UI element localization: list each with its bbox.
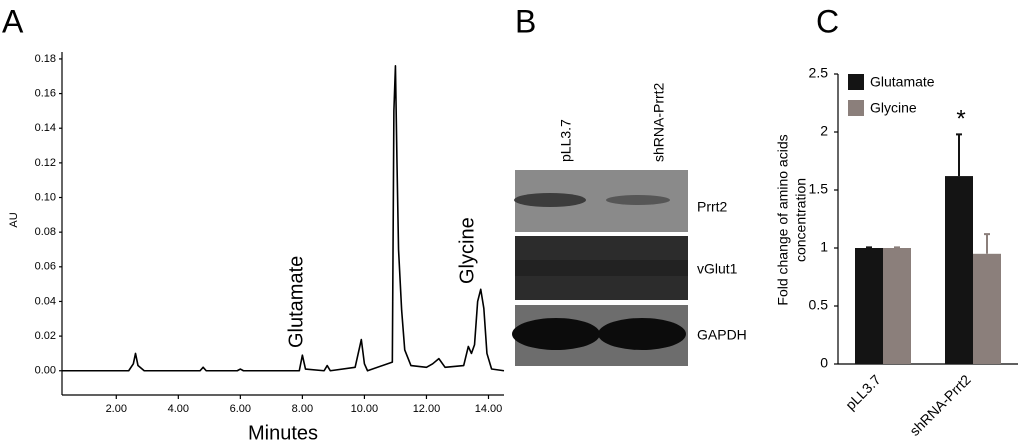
x-tick-label: 10.00 [351,403,379,415]
row-label: Prrt2 [697,199,728,215]
bar [973,253,1001,364]
lane-label: shRNA-Prrt2 [651,82,667,162]
x-tick-label: 2.00 [106,403,127,415]
y-tick-label: 2.5 [809,65,829,81]
y-tick-label: 0.10 [35,191,56,203]
x-tick-label: 4.00 [168,403,189,415]
y-axis-label: Fold change of amino acids [775,134,791,305]
band [512,318,600,350]
bar [883,248,911,364]
panel-label: A [2,3,24,39]
legend-label: Glycine [870,100,917,116]
y-tick-label: 0.02 [35,330,56,342]
x-axis-label: Minutes [248,422,318,444]
peak-annotation: Glutamate [285,256,307,348]
error-bar [894,246,900,249]
y-tick-label: 2 [820,123,828,139]
panel-label: B [515,3,536,39]
bar [855,248,883,364]
y-tick-label: 0.16 [35,87,56,99]
panel-label: C [816,3,839,39]
y-tick-label: 0.06 [35,261,56,273]
y-tick-label: 0.00 [35,365,56,377]
significance-marker: * [956,106,965,133]
y-tick-label: 0.08 [35,226,56,238]
legend-label: Glutamate [870,74,935,90]
x-tick-label: pLL3.7 [842,371,884,413]
y-tick-label: 0.18 [35,53,56,65]
x-tick-label: shRNA-Prrt2 [906,371,974,439]
lane-label: pLL3.7 [558,119,574,162]
bar [945,176,973,364]
error-bar [866,246,872,249]
x-tick-label: 12.00 [413,403,441,415]
y-tick-label: 1 [820,239,828,255]
y-axis-label: concentration [793,178,809,262]
legend-swatch [848,74,864,90]
y-tick-label: 0.04 [35,295,56,307]
y-tick-label: 0.5 [809,297,829,313]
peak-annotation: Glycine [456,217,478,284]
row-label: GAPDH [697,327,747,343]
error-bar [956,133,962,177]
y-tick-label: 0 [820,355,828,371]
blot: pLL3.7 shRNA-Prrt2 Prrt2 vGlut1 GAPDH [512,82,747,366]
error-bar [984,233,990,254]
legend-swatch [848,100,864,116]
band [514,193,586,207]
band [606,195,670,205]
y-tick-label: 1.5 [809,181,829,197]
y-tick-label: 0.14 [35,122,56,134]
band [515,260,688,276]
y-tick-label: 0.12 [35,157,56,169]
chromatogram-line [62,65,505,372]
x-tick-label: 8.00 [292,403,313,415]
x-tick-label: 14.00 [475,403,503,415]
band [598,318,686,350]
y-axis-label: AU [8,212,20,227]
x-tick-label: 6.00 [230,403,251,415]
row-label: vGlut1 [697,261,738,277]
